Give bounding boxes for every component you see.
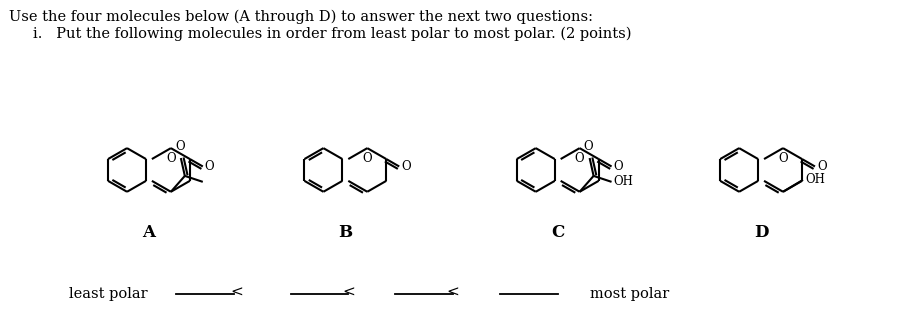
Text: O: O bbox=[575, 152, 585, 165]
Text: B: B bbox=[338, 224, 352, 242]
Text: D: D bbox=[754, 224, 769, 242]
Text: OH: OH bbox=[614, 175, 634, 188]
Text: A: A bbox=[142, 224, 155, 242]
Text: O: O bbox=[401, 160, 411, 173]
Text: <: < bbox=[446, 286, 459, 300]
Text: O: O bbox=[778, 152, 788, 165]
Text: O: O bbox=[166, 152, 176, 165]
Text: O: O bbox=[584, 140, 593, 153]
Text: <: < bbox=[342, 286, 355, 300]
Text: O: O bbox=[362, 152, 372, 165]
Text: least polar: least polar bbox=[69, 287, 148, 301]
Text: <: < bbox=[230, 286, 243, 300]
Text: O: O bbox=[614, 160, 623, 173]
Text: most polar: most polar bbox=[590, 287, 669, 301]
Text: O: O bbox=[205, 160, 214, 173]
Text: Use the four molecules below (A through D) to answer the next two questions:: Use the four molecules below (A through … bbox=[9, 9, 593, 24]
Text: OH: OH bbox=[805, 173, 825, 186]
Text: O: O bbox=[175, 140, 185, 153]
Text: O: O bbox=[817, 160, 827, 173]
Text: i.   Put the following molecules in order from least polar to most polar. (2 poi: i. Put the following molecules in order … bbox=[33, 26, 632, 41]
Text: C: C bbox=[551, 224, 565, 242]
